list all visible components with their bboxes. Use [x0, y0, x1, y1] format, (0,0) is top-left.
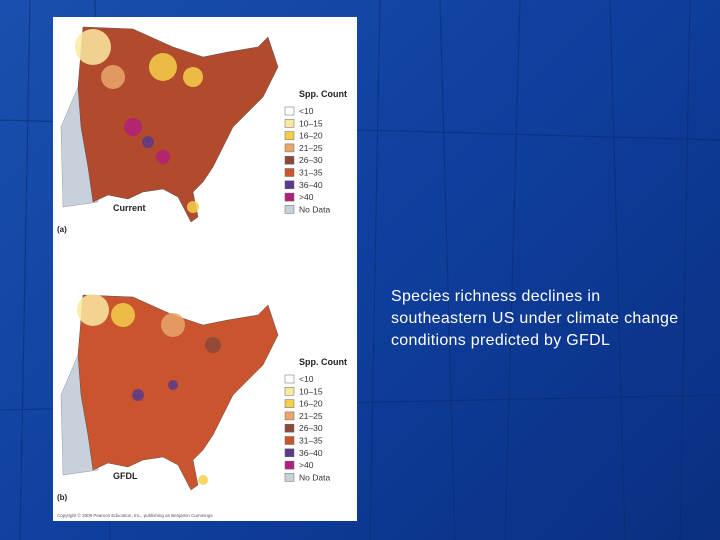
panel-label: (b)	[57, 493, 68, 502]
map-patch	[111, 303, 135, 327]
legend-swatch	[284, 106, 295, 116]
map-patch	[183, 67, 203, 87]
map-label: Current	[113, 203, 146, 213]
legend-swatch	[284, 423, 295, 433]
legend-label: >40	[299, 460, 314, 470]
map-patch	[75, 29, 111, 65]
legend-label: 21–25	[299, 411, 323, 421]
legend-label: No Data	[299, 472, 330, 482]
figure-svg: Spp. Count <10 10–15 16–20 21–25 26–30 31–35 36…	[57, 26, 347, 518]
map-region	[77, 294, 279, 491]
legend-title: Spp. Count	[299, 89, 347, 99]
panel-label: (a)	[57, 225, 67, 234]
legend-swatch	[284, 448, 295, 458]
legend-label: 21–25	[299, 143, 323, 153]
map-region	[77, 26, 279, 223]
legend-swatch	[284, 374, 295, 384]
legend-label: >40	[299, 192, 314, 202]
legend-label: 36–40	[299, 448, 323, 458]
map-patch	[205, 337, 221, 353]
map-patch	[149, 53, 177, 81]
map-label: GFDL	[113, 471, 138, 481]
map-patch	[168, 380, 178, 390]
map-patch	[161, 313, 185, 337]
map	[60, 294, 279, 491]
legend-swatch	[284, 119, 295, 128]
legend-label: 31–35	[299, 436, 323, 446]
legend-label: 26–30	[299, 155, 323, 165]
legend-swatch	[284, 387, 295, 396]
legend-swatch	[284, 180, 295, 190]
legend-label: 10–15	[299, 386, 323, 396]
legend-swatch	[284, 155, 295, 165]
map-patch	[187, 201, 199, 213]
map-patch	[132, 389, 144, 401]
map-patch	[77, 294, 109, 326]
legend-title: Spp. Count	[299, 357, 347, 367]
map-patch	[156, 150, 170, 164]
legend-label: <10	[299, 106, 314, 116]
map	[60, 26, 279, 223]
copyright: Copyright © 2006 Pearson Education, Inc.…	[57, 512, 213, 518]
legend-label: 16–20	[299, 131, 323, 141]
legend-swatch	[284, 168, 295, 177]
map-patch	[142, 136, 154, 148]
legend-swatch	[284, 192, 295, 202]
legend-label: No Data	[299, 204, 330, 214]
legend-swatch	[284, 436, 295, 445]
map-patch	[198, 475, 208, 485]
legend-label: 36–40	[299, 180, 323, 190]
legend-label: 10–15	[299, 118, 323, 128]
map-patch	[124, 118, 142, 136]
legend-swatch	[284, 205, 295, 214]
legend-swatch	[284, 143, 295, 153]
legend-label: 16–20	[299, 399, 323, 409]
legend-swatch	[284, 473, 295, 482]
legend-swatch	[284, 411, 295, 421]
legend-swatch	[284, 460, 295, 470]
legend-label: 26–30	[299, 423, 323, 433]
legend-swatch	[284, 399, 295, 408]
map-patch	[101, 65, 125, 89]
legend-label: <10	[299, 374, 314, 384]
legend-swatch	[284, 131, 295, 140]
figure: Spp. Count <10 10–15 16–20 21–25 26–30 31–35 36…	[53, 17, 357, 521]
caption: Species richness declines in southeaster…	[391, 288, 679, 349]
legend-label: 31–35	[299, 168, 323, 178]
